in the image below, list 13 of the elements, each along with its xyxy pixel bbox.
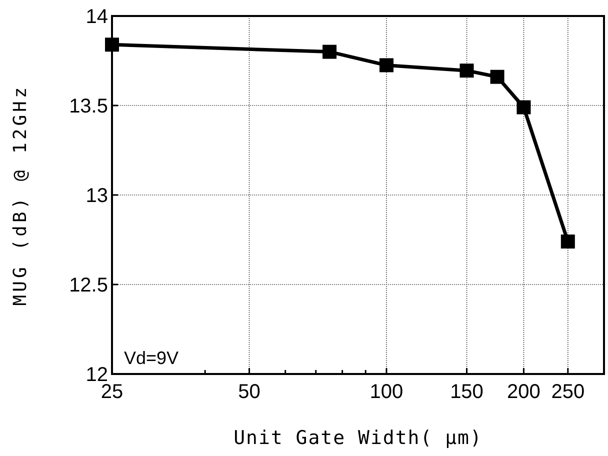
y-tick-label: 13 bbox=[86, 185, 108, 207]
y-axis-title: MUG (dB) @ 12GHz bbox=[10, 84, 31, 306]
y-tick-label: 14 bbox=[86, 6, 108, 28]
x-tick-label: 25 bbox=[100, 381, 124, 403]
x-tick-label: 200 bbox=[507, 381, 540, 403]
x-tick-label: 100 bbox=[370, 381, 404, 403]
x-tick-label: 250 bbox=[551, 381, 585, 403]
x-tick-label: 50 bbox=[238, 381, 260, 403]
annotation: Vd=9V bbox=[124, 348, 179, 368]
x-axis-title: Unit Gate Width( μm) bbox=[234, 427, 482, 449]
x-tick-label: 150 bbox=[450, 381, 484, 403]
y-tick-label: 13.5 bbox=[69, 96, 108, 118]
y-tick-label: 12.5 bbox=[69, 274, 108, 296]
